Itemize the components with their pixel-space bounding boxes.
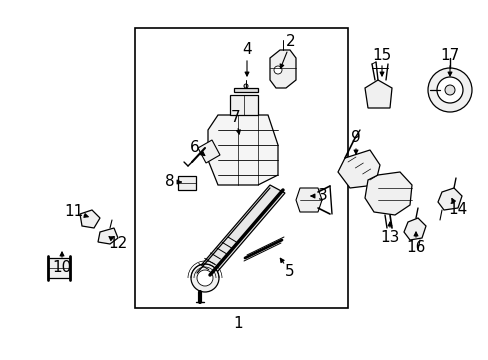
Circle shape	[244, 84, 247, 88]
Polygon shape	[295, 188, 321, 212]
Polygon shape	[178, 176, 196, 190]
Circle shape	[273, 66, 282, 74]
Polygon shape	[135, 28, 347, 308]
Polygon shape	[403, 218, 425, 240]
Polygon shape	[80, 210, 100, 228]
Polygon shape	[234, 88, 258, 92]
Text: 7: 7	[231, 111, 240, 126]
Polygon shape	[364, 172, 411, 215]
Polygon shape	[337, 150, 379, 188]
Text: 15: 15	[372, 48, 391, 63]
Circle shape	[191, 264, 219, 292]
Text: 4: 4	[242, 42, 251, 58]
Text: 8: 8	[165, 175, 174, 189]
Text: 14: 14	[447, 202, 467, 217]
Text: 9: 9	[350, 130, 360, 145]
Polygon shape	[207, 115, 278, 185]
Text: 1: 1	[233, 315, 243, 330]
Text: 2: 2	[285, 35, 295, 49]
Text: 12: 12	[108, 237, 127, 252]
Polygon shape	[229, 95, 258, 115]
Polygon shape	[364, 80, 391, 108]
Text: 3: 3	[318, 189, 327, 203]
Polygon shape	[197, 185, 285, 278]
Circle shape	[436, 77, 462, 103]
Circle shape	[197, 270, 213, 286]
Text: 6: 6	[190, 140, 200, 156]
Text: 5: 5	[285, 265, 294, 279]
Polygon shape	[48, 258, 70, 278]
Polygon shape	[98, 228, 118, 244]
Text: 11: 11	[64, 204, 83, 220]
Circle shape	[444, 85, 454, 95]
Text: 16: 16	[406, 240, 425, 256]
Polygon shape	[198, 140, 220, 163]
Circle shape	[427, 68, 471, 112]
Polygon shape	[437, 188, 461, 210]
Text: 10: 10	[52, 261, 71, 275]
Text: 13: 13	[380, 230, 399, 246]
Text: 17: 17	[440, 48, 459, 63]
Polygon shape	[269, 50, 295, 88]
